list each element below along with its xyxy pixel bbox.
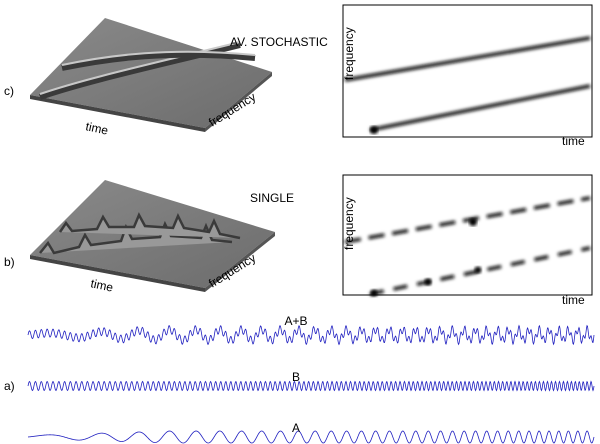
signal-trace bbox=[27, 380, 595, 392]
axis-label: frequency bbox=[342, 27, 356, 80]
panel-label: a) bbox=[4, 379, 15, 393]
axis-label: frequency bbox=[342, 197, 356, 250]
trace-label: A bbox=[292, 421, 300, 435]
signal-trace bbox=[27, 430, 595, 444]
axis-label: time bbox=[562, 134, 585, 148]
panel-title: AV. STOCHASTIC bbox=[230, 35, 328, 49]
surface-c bbox=[30, 18, 272, 132]
signal-trace bbox=[27, 324, 595, 346]
panel-label: c) bbox=[4, 84, 14, 98]
tf-plot-c bbox=[342, 4, 593, 138]
trace-label: A+B bbox=[284, 314, 307, 328]
axis-label: time bbox=[84, 119, 109, 137]
trace-label: B bbox=[292, 370, 300, 384]
panel-label: b) bbox=[4, 255, 15, 269]
surface-b bbox=[30, 180, 275, 292]
axis-label: time bbox=[89, 276, 114, 294]
panel-title: SINGLE bbox=[250, 191, 294, 205]
tf-plot-b bbox=[342, 174, 593, 297]
axis-label: time bbox=[562, 293, 585, 307]
